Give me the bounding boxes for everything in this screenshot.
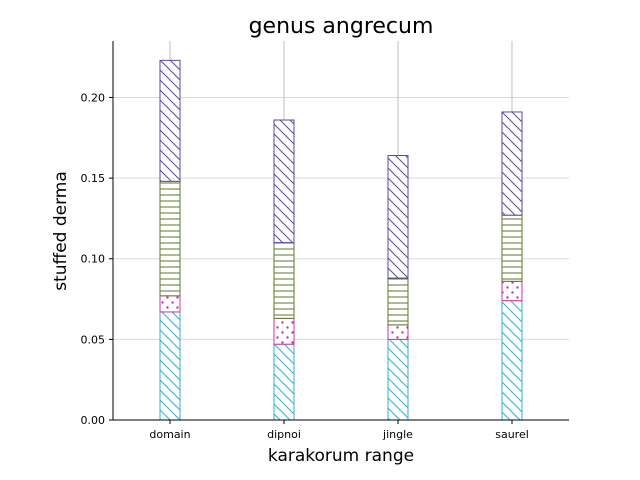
bar-segment (273, 242, 295, 319)
x-tick-label: dipnoi (267, 428, 301, 441)
bar-segment (159, 311, 181, 421)
bar-segment (273, 317, 295, 345)
bar-segment (387, 338, 409, 421)
y-tick-label: 0.00 (81, 414, 106, 427)
chart-title: genus angrecum (249, 14, 434, 39)
y-axis-label: stuffed derma (51, 171, 71, 291)
bar-segment (159, 295, 181, 313)
bar-segment (501, 214, 523, 282)
bar-segment (273, 343, 295, 421)
bar-segment (501, 280, 523, 302)
bar-segment (159, 180, 181, 297)
bar-segment (387, 155, 409, 279)
bar-segment (273, 119, 295, 244)
x-tick-label: saurel (495, 428, 529, 441)
x-ticks: domain dipnoi jingle saurel (149, 420, 529, 441)
x-tick-label: jingle (382, 428, 413, 441)
y-tick-label: 0.20 (81, 91, 106, 104)
bar-segment (159, 59, 181, 182)
y-ticks: 0.00 0.05 0.10 0.15 0.20 (81, 91, 113, 427)
bar-segment (387, 324, 409, 340)
bar-segment (501, 111, 523, 216)
x-axis-label: karakorum range (268, 446, 414, 466)
y-tick-label: 0.10 (81, 253, 106, 266)
bar-segment (501, 300, 523, 421)
axes (112, 41, 569, 421)
y-tick-label: 0.05 (81, 333, 106, 346)
x-tick-label: domain (149, 428, 190, 441)
y-tick-label: 0.15 (81, 172, 106, 185)
bar-segment (387, 277, 409, 326)
grid (113, 96, 569, 340)
